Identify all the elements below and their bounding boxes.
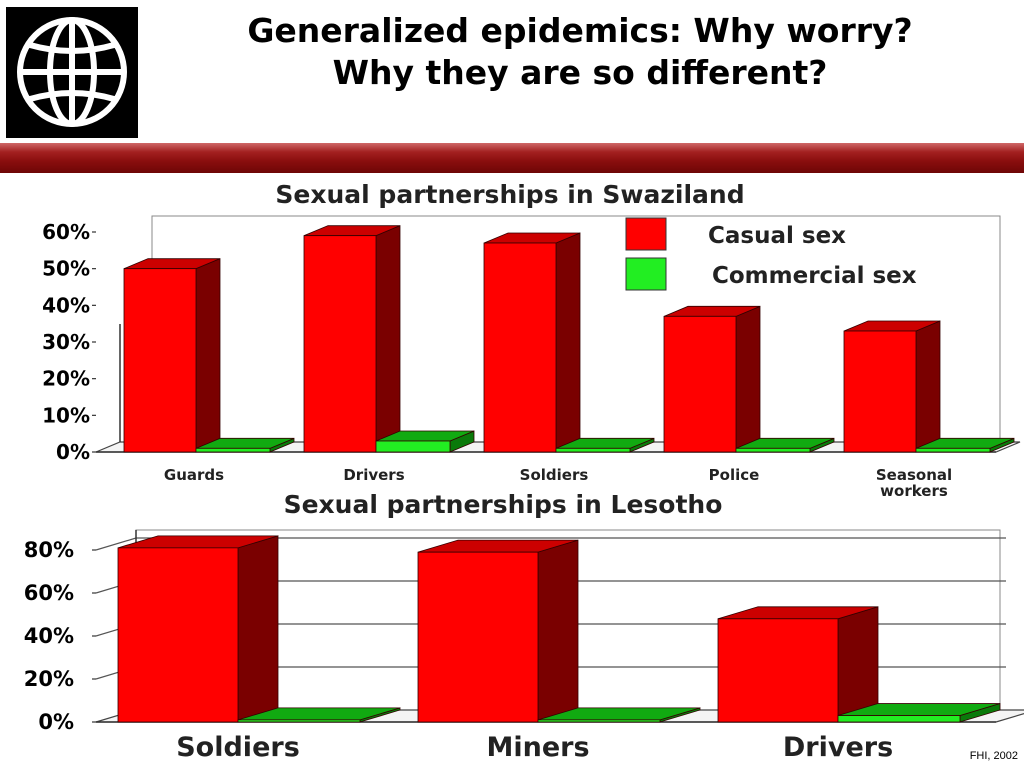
- bar-casual-police-side: [735, 305, 761, 453]
- legend-label-casual-sex: Casual sex: [708, 223, 846, 249]
- bar-casual-drivers-face: [717, 618, 839, 723]
- bar-casual-soldiers-side: [237, 535, 279, 723]
- bar-casual-seasonal-workers-side: [915, 320, 941, 453]
- bar-commercial-miners-face: [537, 719, 661, 723]
- y-tick-label: 40%: [24, 624, 74, 648]
- source-credit: FHI, 2002: [969, 750, 1018, 762]
- chart-title: Sexual partnerships in Lesotho: [284, 490, 723, 519]
- bar-casual-drivers: [717, 606, 879, 723]
- swaziland-chart: Sexual partnerships in Swaziland 0% 10% 20%…: [42, 180, 1021, 500]
- category-label-guards: Guards: [164, 466, 224, 484]
- legend-swatch-casual-sex: [625, 217, 667, 251]
- chart-legend: Casual sex Commercial sex: [625, 217, 917, 291]
- bar-casual-seasonal-workers-face: [843, 330, 917, 453]
- y-tick-label: 20%: [24, 667, 74, 691]
- bar-casual-miners: [417, 539, 579, 723]
- category-label-soldiers: Soldiers: [520, 466, 589, 484]
- bar-commercial-soldiers: [237, 707, 401, 723]
- bar-casual-soldiers-face: [483, 242, 557, 453]
- title-banner: [0, 143, 1024, 173]
- bar-commercial-seasonal-workers: [915, 437, 1015, 453]
- bar-commercial-soldiers: [555, 437, 655, 453]
- y-tick-label: 50%: [42, 257, 90, 281]
- y-tick-label: 30%: [42, 330, 90, 354]
- bar-casual-soldiers-side: [555, 232, 581, 453]
- slide-title: Generalized epidemics: Why worry? Why th…: [150, 10, 1010, 94]
- bar-casual-soldiers: [483, 232, 581, 453]
- bar-commercial-guards-face: [195, 447, 271, 453]
- y-tick-label: 0%: [38, 710, 74, 734]
- bar-commercial-police: [735, 437, 835, 453]
- category-label-soldiers: Soldiers: [176, 732, 300, 763]
- bar-casual-seasonal-workers: [843, 320, 941, 453]
- bar-casual-police-face: [663, 315, 737, 453]
- y-tick-label: 40%: [42, 293, 90, 317]
- bar-commercial-soldiers-face: [555, 447, 631, 453]
- bar-casual-miners-face: [417, 551, 539, 723]
- bar-casual-soldiers: [117, 535, 279, 723]
- bar-commercial-miners: [537, 707, 701, 723]
- y-tick-label: 10%: [42, 403, 90, 427]
- lesotho-chart: Sexual partnerships in Lesotho 0% 20% 40% 60…: [24, 490, 1024, 763]
- legend-swatch-commercial-sex: [625, 257, 667, 291]
- globe-icon: [17, 17, 127, 127]
- bar-casual-drivers-side: [837, 606, 879, 723]
- category-label-drivers: Drivers: [343, 466, 404, 484]
- legend-label-commercial-sex: Commercial sex: [712, 263, 917, 289]
- bar-casual-drivers-face: [303, 235, 377, 453]
- bar-casual-guards-face: [123, 268, 197, 453]
- y-tick-label: 60%: [42, 220, 90, 244]
- bar-commercial-drivers: [375, 430, 475, 453]
- bar-commercial-drivers-face: [375, 440, 451, 453]
- bar-casual-miners-side: [537, 539, 579, 723]
- bar-casual-guards: [123, 258, 221, 453]
- title-line-2: Why they are so different?: [332, 53, 828, 92]
- category-label-miners: Miners: [486, 732, 589, 763]
- bar-casual-soldiers-face: [117, 547, 239, 723]
- category-label-police: Police: [709, 466, 760, 484]
- world-bank-logo: [6, 7, 138, 138]
- category-label-drivers: Drivers: [783, 732, 893, 763]
- bar-commercial-drivers: [837, 703, 1001, 723]
- y-tick-label: 80%: [24, 538, 74, 562]
- bar-casual-police: [663, 305, 761, 453]
- bar-commercial-police-face: [735, 447, 811, 453]
- y-tick-label: 60%: [24, 581, 74, 605]
- category-label-seasonal-workers: Seasonal workers: [876, 466, 952, 500]
- y-tick-label: 0%: [56, 440, 90, 464]
- title-line-1: Generalized epidemics: Why worry?: [247, 11, 913, 50]
- bar-commercial-guards: [195, 437, 295, 453]
- y-tick-label: 20%: [42, 367, 90, 391]
- bar-commercial-drivers-face: [837, 715, 961, 723]
- bar-casual-drivers-side: [375, 225, 401, 453]
- bar-commercial-seasonal-workers-face: [915, 447, 991, 453]
- bar-casual-guards-side: [195, 258, 221, 453]
- bar-casual-drivers: [303, 225, 401, 453]
- bar-commercial-soldiers-face: [237, 719, 361, 723]
- chart-title: Sexual partnerships in Swaziland: [275, 180, 744, 209]
